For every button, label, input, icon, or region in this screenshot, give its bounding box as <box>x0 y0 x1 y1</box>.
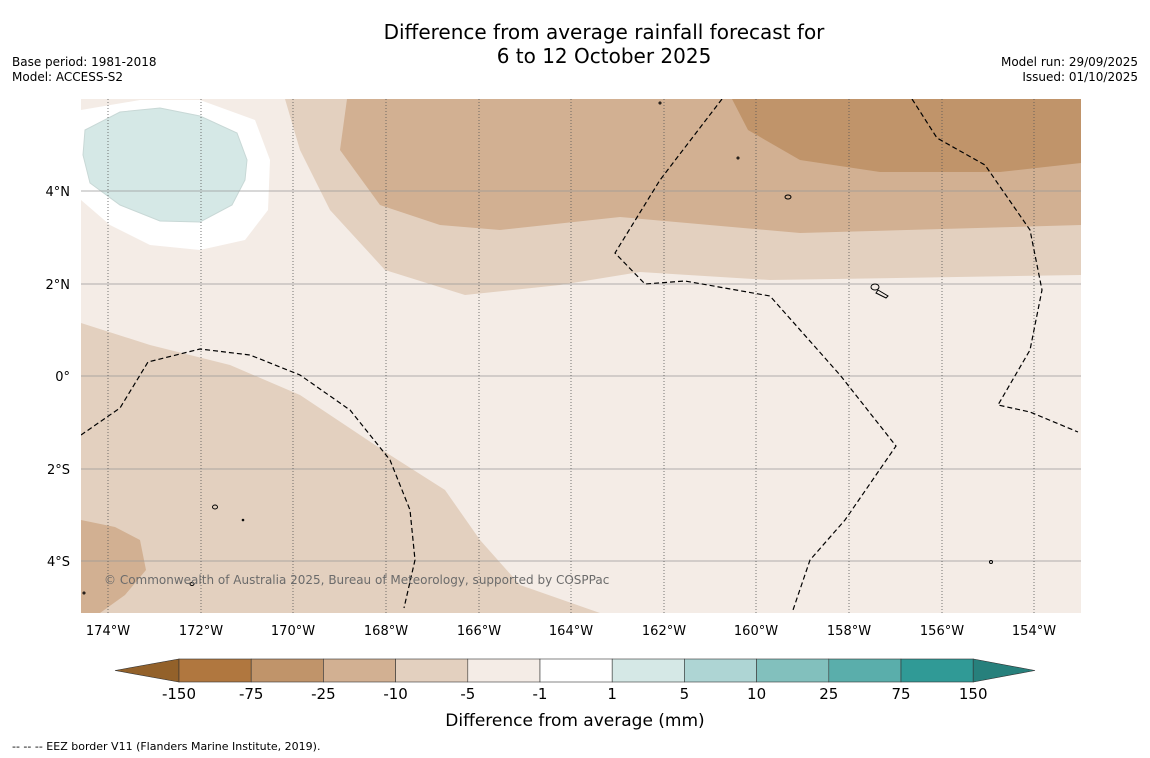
colorbar-segment <box>684 658 757 683</box>
colorbar-tick-label: 25 <box>819 685 838 703</box>
colorbar-segment <box>539 658 613 683</box>
meta-left: Base period: 1981-2018 Model: ACCESS-S2 <box>12 55 157 85</box>
colorbar-high-extend <box>972 658 1036 683</box>
eez-borders <box>81 99 1079 611</box>
colorbar-tick-label: 150 <box>959 685 988 703</box>
colorbar-tick-label: 1 <box>607 685 617 703</box>
colorbar-segment <box>178 658 252 683</box>
region-minus10-minus5-south <box>81 323 600 613</box>
lat-label: 0° <box>55 370 70 385</box>
colorbar-segment <box>756 658 830 683</box>
lon-label: 168°W <box>364 624 408 639</box>
graticule <box>81 99 1081 613</box>
colorbar-tick-label: 5 <box>680 685 690 703</box>
lon-label: 170°W <box>271 624 315 639</box>
model-name: Model: ACCESS-S2 <box>12 70 124 84</box>
colorbar-segment <box>467 658 541 683</box>
colorbar-tick-label: 10 <box>747 685 766 703</box>
model-run: Model run: 29/09/2025 <box>1000 55 1138 69</box>
colorbar-tick-label: -150 <box>162 685 196 703</box>
lat-label: 2°S <box>47 463 70 478</box>
base-period: Base period: 1981-2018 <box>12 55 157 69</box>
region-minus75-minus25-north <box>732 99 1081 172</box>
colorbar-tick-label: -1 <box>533 685 548 703</box>
colorbar-segment <box>828 658 902 683</box>
islands <box>82 101 993 595</box>
map-area: © Commonwealth of Australia 2025, Bureau… <box>81 99 1081 613</box>
title-line-2: 6 to 12 October 2025 <box>496 44 712 68</box>
lon-label: 164°W <box>549 624 593 639</box>
colorbar-tick-label: -25 <box>311 685 336 703</box>
copyright-text: © Commonwealth of Australia 2025, Bureau… <box>104 573 609 587</box>
lon-label: 156°W <box>920 624 964 639</box>
colorbar: -150 -75 -25 -10 -5 -1 1 5 10 25 75 150 <box>114 658 1036 703</box>
lat-label: 4°S <box>47 555 70 570</box>
lat-label: 2°N <box>46 278 71 293</box>
colorbar-label: Difference from average (mm) <box>445 711 704 731</box>
colorbar-tick-label: -75 <box>239 685 264 703</box>
region-plus1-plus5 <box>82 107 248 223</box>
colorbar-segment <box>250 658 324 683</box>
lat-label: 4°N <box>46 185 71 200</box>
colorbar-tick-label: -5 <box>460 685 475 703</box>
meta-right: Model run: 29/09/2025 Issued: 01/10/2025 <box>1001 55 1138 85</box>
lon-labels: 174°W 172°W 170°W 168°W 166°W 164°W 162°… <box>86 624 1056 639</box>
eez-footnote: -- -- -- EEZ border V11 (Flanders Marine… <box>12 740 321 753</box>
colorbar-tick-label: -10 <box>383 685 408 703</box>
lon-label: 174°W <box>86 624 130 639</box>
issued-date: Issued: 01/10/2025 <box>1022 70 1138 84</box>
lon-label: 158°W <box>827 624 871 639</box>
colorbar-segment <box>395 658 469 683</box>
lat-labels: 4°N 2°N 0° 2°S 4°S <box>46 185 71 570</box>
title-line-1: Difference from average rainfall forecas… <box>383 20 825 44</box>
lon-label: 154°W <box>1012 624 1056 639</box>
colorbar-segment <box>900 658 974 683</box>
map-title: Difference from average rainfall forecas… <box>0 20 1150 68</box>
colorbar-tick-label: 75 <box>891 685 910 703</box>
lon-label: 162°W <box>642 624 686 639</box>
colorbar-segment <box>611 658 685 683</box>
colorbar-low-extend <box>114 658 180 683</box>
lon-label: 166°W <box>457 624 501 639</box>
region-minus25-minus10-south <box>81 520 146 613</box>
lon-label: 172°W <box>179 624 223 639</box>
colorbar-segment <box>323 658 396 683</box>
lon-label: 160°W <box>734 624 778 639</box>
